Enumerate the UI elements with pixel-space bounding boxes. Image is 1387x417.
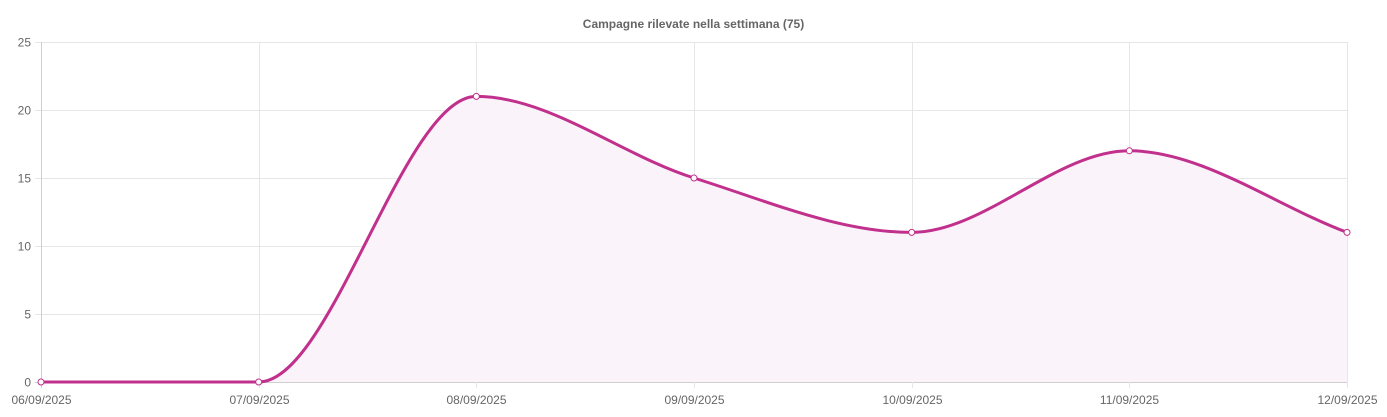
series-points [37, 92, 1351, 386]
y-axis-ticks: 0 5 10 15 20 25 [18, 36, 32, 390]
y-tick-label: 5 [24, 308, 31, 322]
data-point[interactable] [1125, 147, 1133, 155]
data-point[interactable] [1343, 228, 1351, 236]
x-tick-label: 07/09/2025 [229, 393, 289, 407]
x-tick-label: 06/09/2025 [11, 393, 71, 407]
x-tick-label: 09/09/2025 [664, 393, 724, 407]
y-tick-label: 25 [18, 36, 32, 50]
data-point[interactable] [37, 378, 45, 386]
x-tick-label: 10/09/2025 [882, 393, 942, 407]
data-point[interactable] [255, 378, 263, 386]
data-point[interactable] [908, 228, 916, 236]
x-tick-label: 08/09/2025 [446, 393, 506, 407]
data-point[interactable] [690, 174, 698, 182]
chart-title: Campagne rilevate nella settimana (75) [583, 17, 804, 31]
x-axis-ticks: 06/09/2025 07/09/2025 08/09/2025 09/09/2025… [11, 393, 1377, 407]
y-tick-label: 20 [18, 104, 32, 118]
y-tick-label: 10 [18, 240, 32, 254]
grid-lines [35, 42, 1348, 388]
y-tick-label: 0 [24, 376, 31, 390]
y-tick-label: 15 [18, 172, 32, 186]
series-area-fill [41, 96, 1347, 383]
x-tick-label: 12/09/2025 [1317, 393, 1377, 407]
x-tick-label: 11/09/2025 [1100, 393, 1159, 407]
data-point[interactable] [472, 92, 480, 100]
